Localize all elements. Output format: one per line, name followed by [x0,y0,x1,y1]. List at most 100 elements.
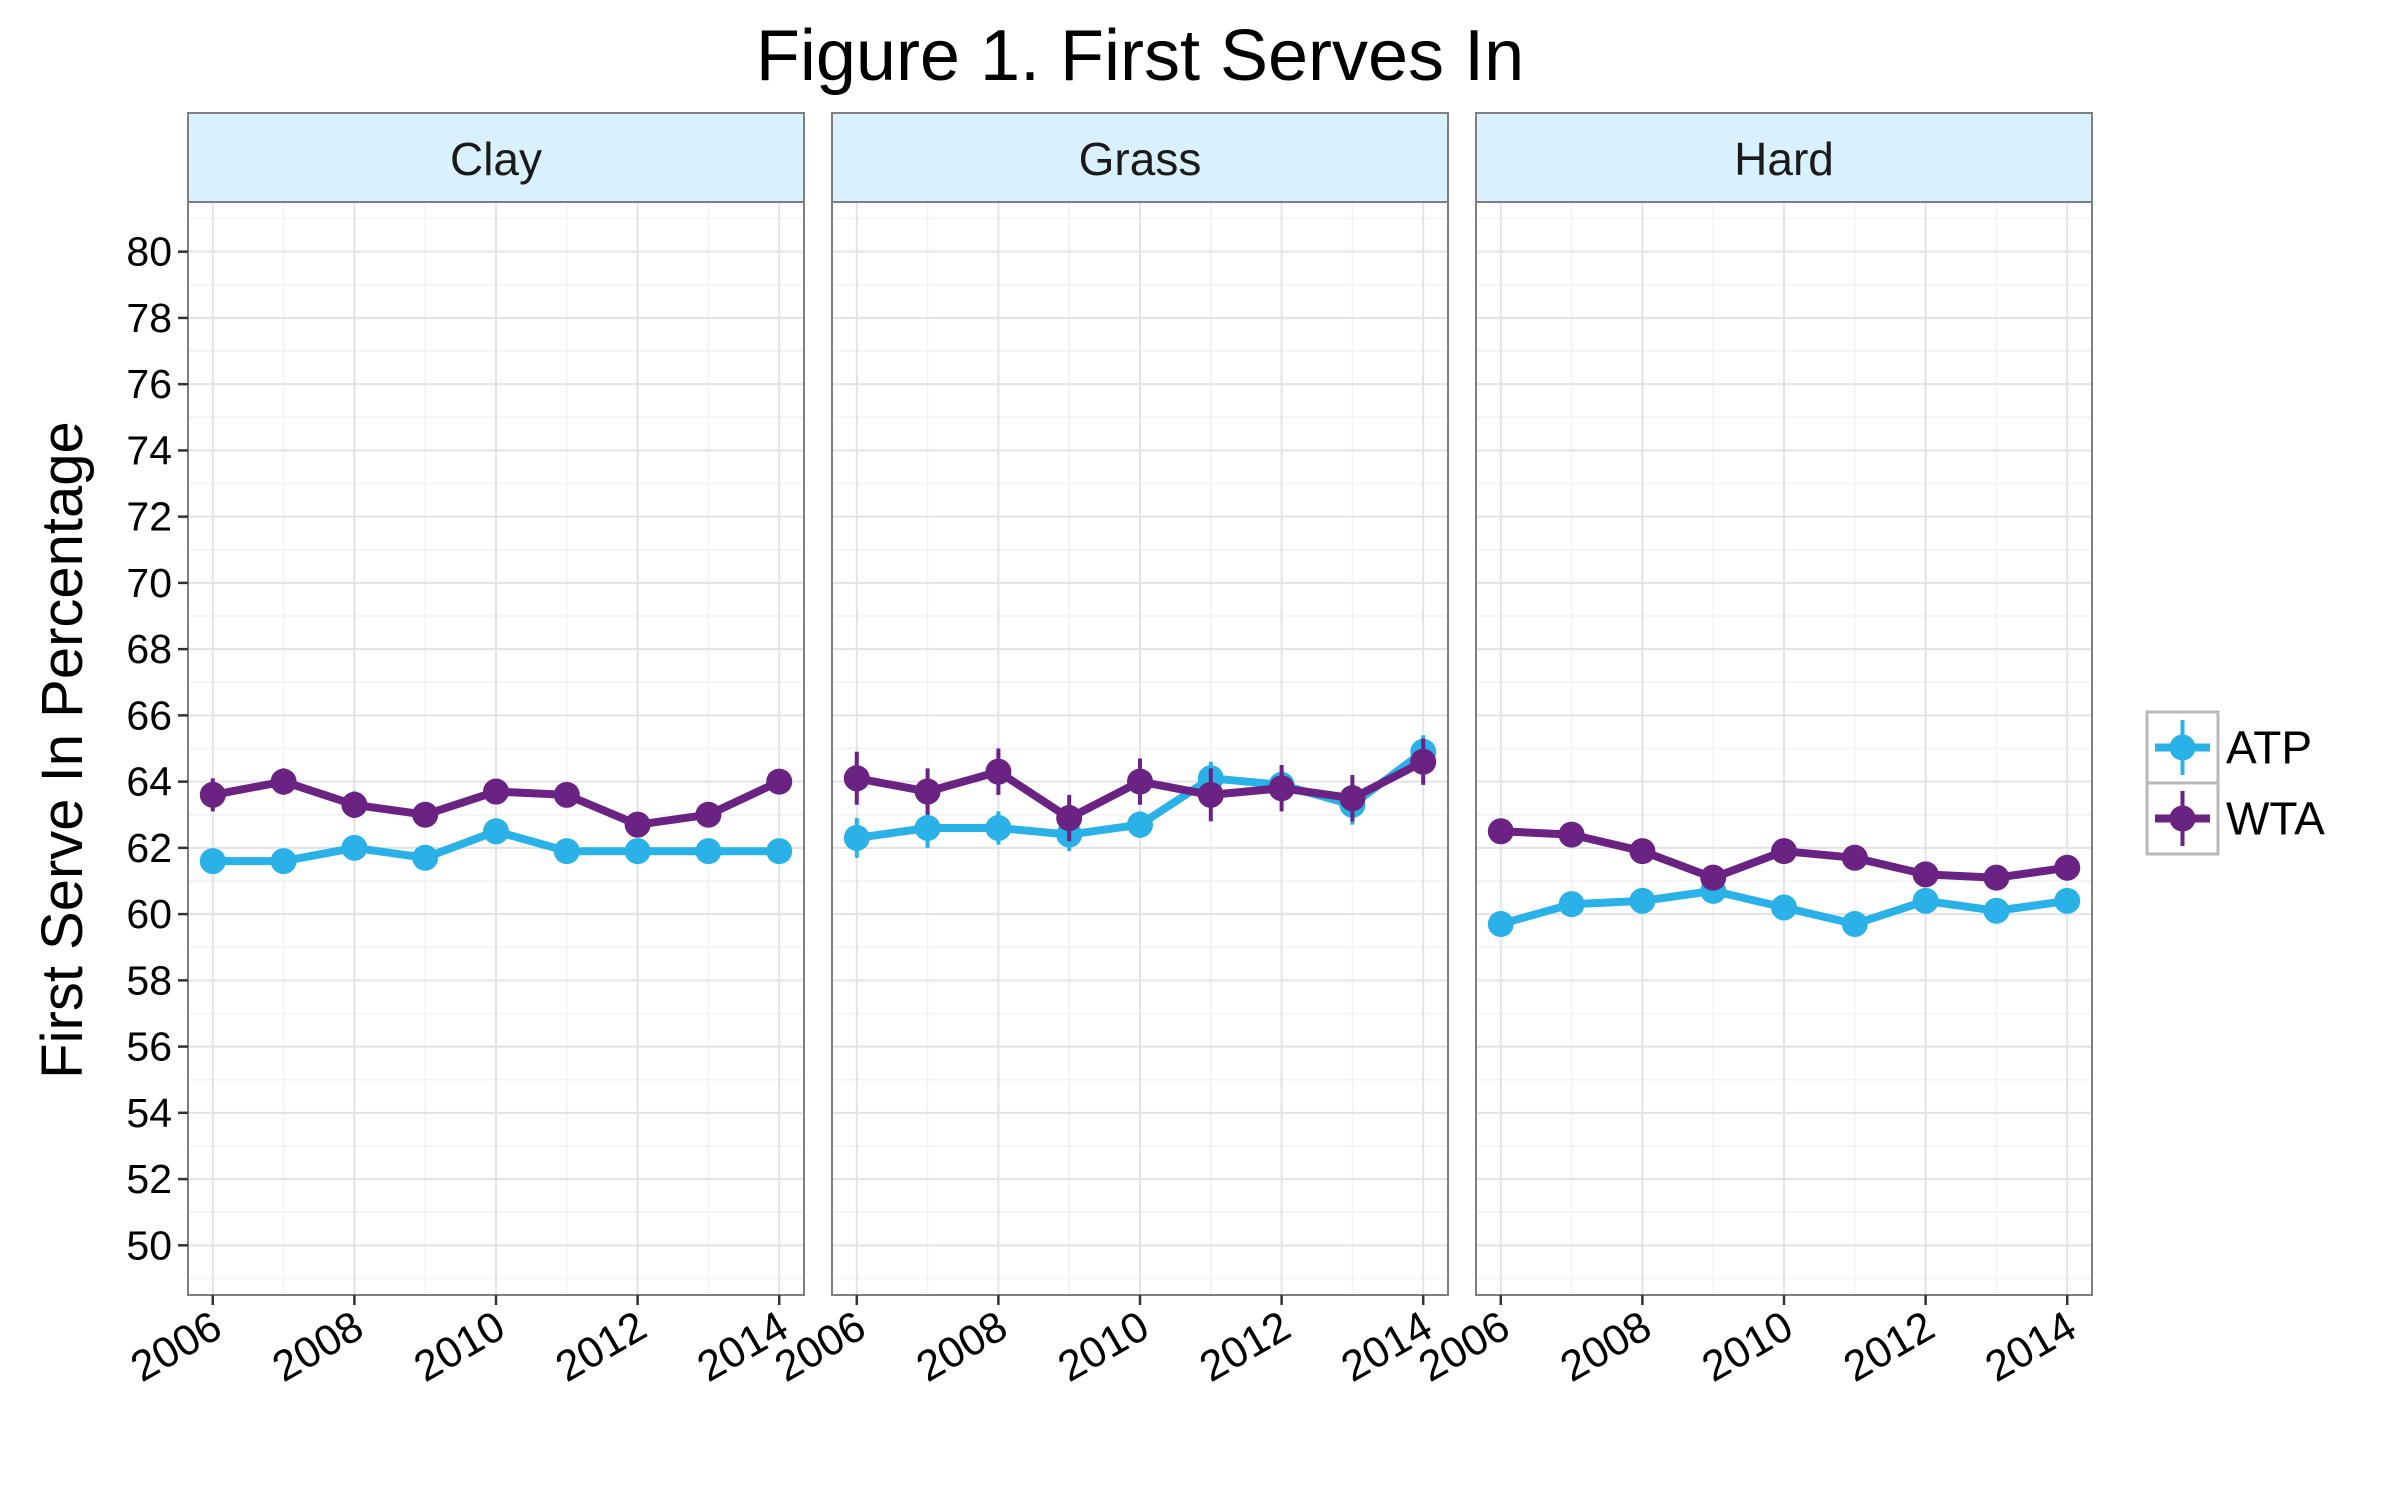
y-tick-label: 78 [126,295,172,341]
data-point [1339,785,1366,812]
data-point [766,838,793,865]
x-tick-label: 2012 [1836,1302,1943,1391]
data-point [199,848,226,875]
data-point [1629,887,1656,914]
series-atp [199,818,793,875]
y-tick-label: 62 [126,825,172,871]
x-tick-label: 2012 [1192,1302,1299,1391]
data-point [1771,838,1797,865]
series-wta [1487,818,2081,891]
legend-key-point [2169,805,2196,832]
x-tick-label: 2006 [123,1302,230,1391]
series-atp [1487,877,2081,938]
y-tick-label: 52 [126,1156,172,1202]
legend-label: ATP [2226,722,2312,774]
data-point [1629,838,1656,865]
legend-key-point [2169,734,2196,761]
facet-strip [831,112,1449,203]
facet-panels: Clay 2006 2008 2010 2012 2014 Grass 2006 2008 201… [123,112,2093,1391]
data-point [270,768,297,795]
data-point [624,838,651,865]
data-point [412,801,439,828]
data-point [1558,821,1585,848]
data-point [1912,887,1939,914]
data-point [695,801,722,828]
x-tick-label: 2006 [1411,1302,1518,1391]
x-tick-label: 2008 [265,1302,372,1391]
x-tick-label: 2014 [1977,1302,2084,1391]
y-axis: 50 52 54 56 58 60 62 64 66 68 70 72 74 76 78 80 [126,229,188,1268]
legend-label: WTA [2226,793,2325,845]
data-point [843,765,870,792]
data-point [1487,911,1514,938]
data-point [1841,911,1868,938]
data-point [843,824,870,851]
data-point [1268,775,1295,802]
y-tick-label: 58 [126,957,172,1003]
series-wta [843,738,1437,842]
data-point [914,778,941,805]
y-tick-label: 74 [126,427,172,473]
y-tick-label: 56 [126,1024,172,1070]
data-point [199,781,226,808]
data-point [985,814,1012,841]
facet-strip-label: Grass [1079,133,1202,185]
y-axis-label: First Serve In Percentage [30,421,95,1079]
facet-strip-label: Hard [1734,133,1834,185]
x-tick-label: 2008 [1553,1302,1660,1391]
facet-hard: Hard 2006 2008 2010 2012 2014 [1411,112,2093,1391]
data-point [1841,844,1868,871]
y-tick-label: 70 [126,560,172,606]
legend: ATP WTA [2145,710,2325,856]
y-tick-label: 76 [126,361,172,407]
x-tick-label: 2010 [1694,1302,1801,1391]
data-point [1487,818,1514,845]
series-wta [199,768,793,838]
y-tick-label: 60 [126,891,172,937]
x-tick-label: 2010 [1050,1302,1157,1391]
legend-item-atp: ATP [2145,710,2312,785]
x-tick-label: 2008 [909,1302,1016,1391]
data-point [2054,854,2081,881]
y-tick-label: 54 [126,1090,172,1136]
data-point [1558,891,1585,918]
x-tick-label: 2012 [548,1302,655,1391]
facet-strip-label: Clay [450,133,542,185]
data-point [2054,887,2081,914]
x-tick-label: 2006 [767,1302,874,1391]
data-point [1127,811,1153,838]
y-tick-label: 68 [126,626,172,672]
legend-item-wta: WTA [2145,781,2325,856]
data-point [270,848,297,875]
data-point [1771,894,1797,921]
data-point [1410,748,1437,775]
data-point [1700,864,1727,891]
data-point [1983,864,2010,891]
data-point [1983,897,2010,924]
data-point [553,781,580,808]
data-point [985,758,1012,785]
data-point [624,811,651,838]
y-tick-label: 66 [126,692,172,738]
data-point [341,791,368,818]
data-point [1197,781,1224,808]
data-point [1127,768,1153,795]
x-tick-label: 2010 [406,1302,513,1391]
facet-strip [1475,112,2093,203]
data-point [553,838,580,865]
y-tick-label: 80 [126,229,172,275]
y-tick-label: 50 [126,1222,172,1268]
chart-title: Figure 1. First Serves In [756,16,1524,96]
data-point [914,814,941,841]
data-point [412,844,439,871]
data-point [766,768,793,795]
data-point [1056,805,1083,832]
data-point [1912,861,1939,888]
y-tick-label: 64 [126,759,172,805]
data-point [341,834,368,861]
data-point [483,778,509,805]
data-point [483,818,509,845]
